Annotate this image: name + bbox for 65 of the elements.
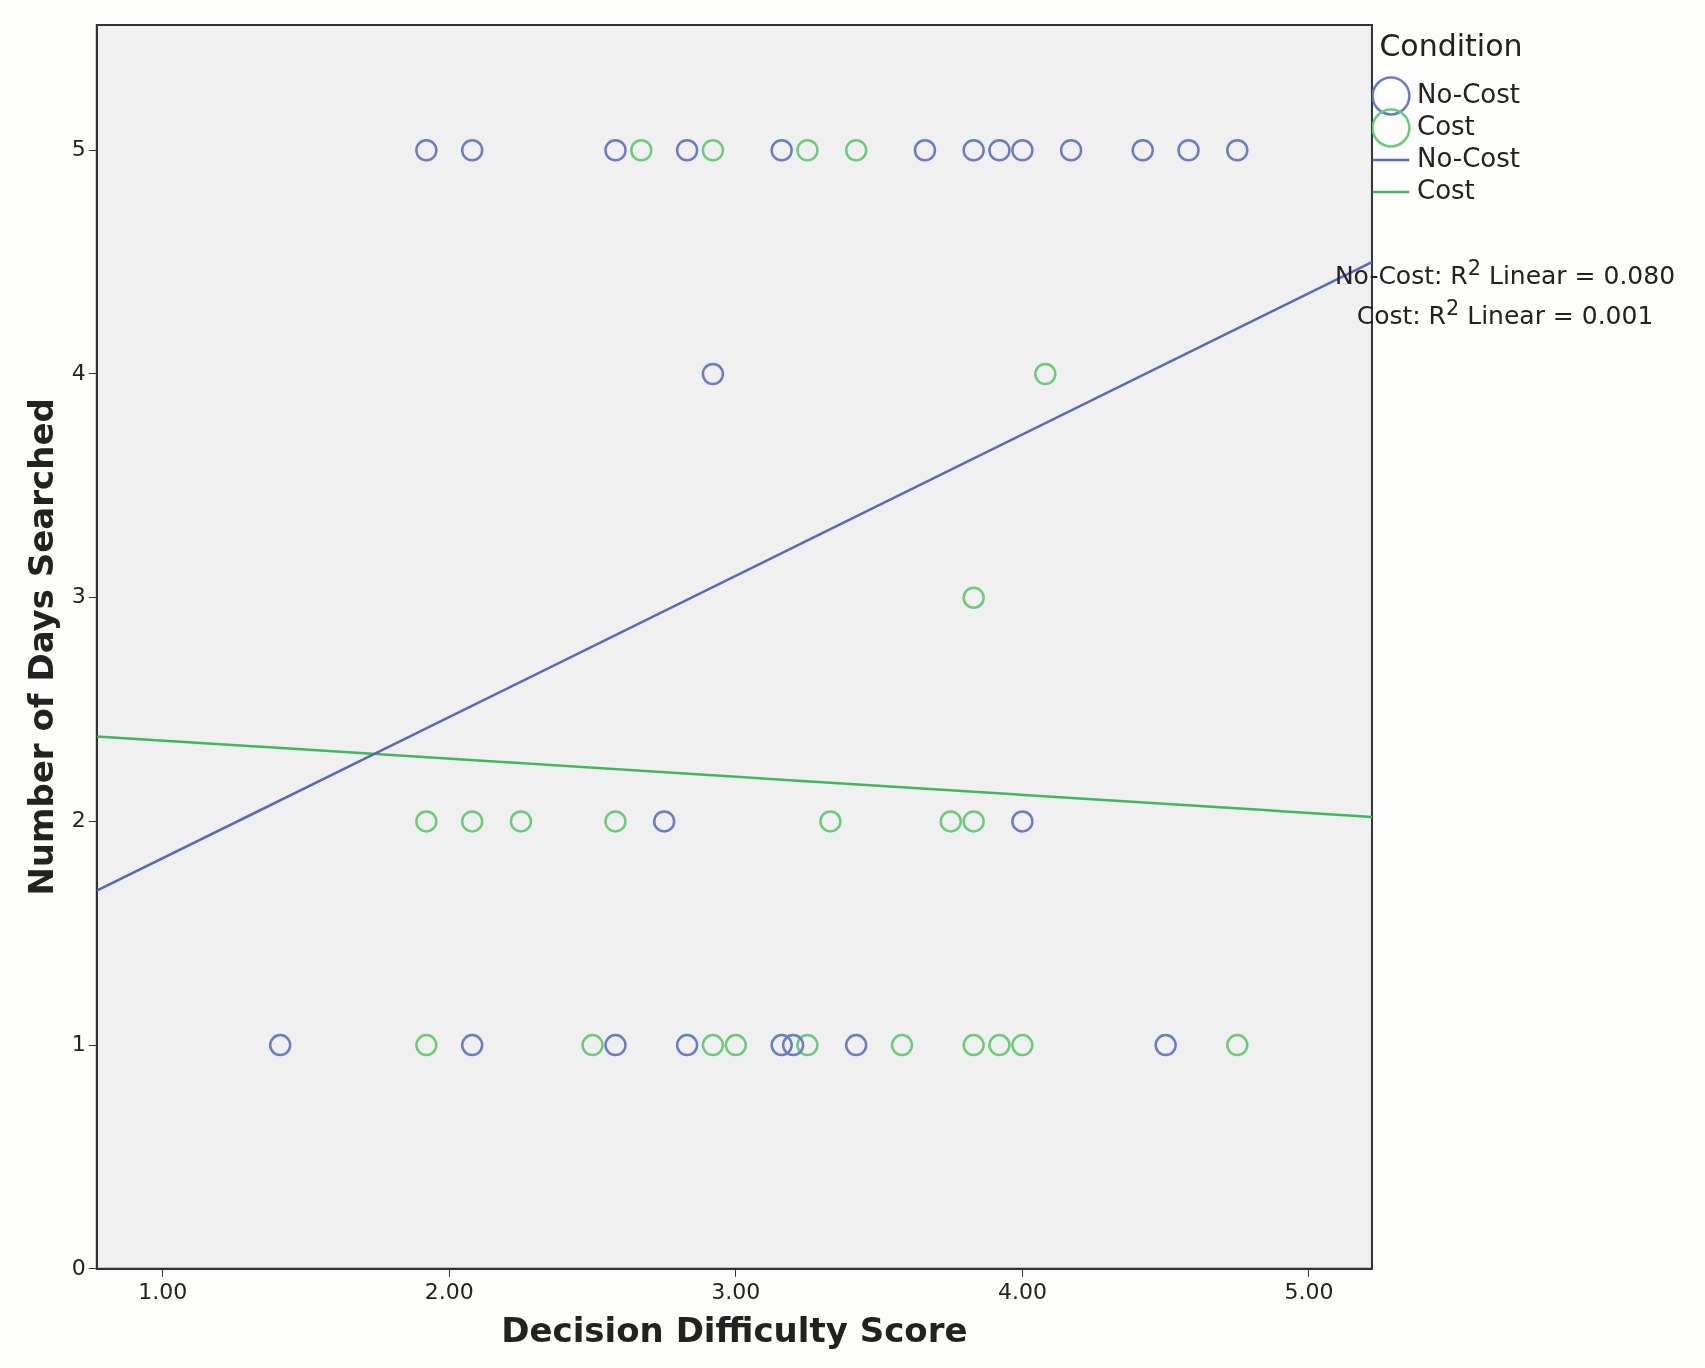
legend-label: No-Cost [1416, 78, 1521, 109]
point [701, 362, 725, 386]
x-tick-label: 5.00 [1284, 1278, 1334, 1304]
point [701, 1033, 725, 1057]
point [1034, 362, 1057, 386]
point [652, 810, 676, 833]
point [962, 586, 985, 609]
point [1154, 1033, 1177, 1057]
point [890, 1033, 914, 1057]
x-tick-label: 2.00 [424, 1278, 474, 1304]
point [460, 1033, 484, 1057]
y-tick-label: 3 [71, 583, 86, 609]
point [962, 810, 985, 833]
point [509, 810, 533, 833]
point [962, 139, 985, 162]
point [604, 1033, 627, 1057]
point [844, 139, 868, 162]
point [415, 810, 438, 833]
point [415, 139, 438, 162]
point [939, 810, 962, 833]
point [988, 1033, 1011, 1057]
point [770, 139, 793, 162]
point [581, 1033, 604, 1057]
point [796, 139, 819, 162]
legend-label: Cost [1416, 174, 1475, 205]
y-tick-label: 2 [71, 807, 86, 833]
point [724, 1033, 748, 1057]
x-tick-label: 4.00 [997, 1278, 1047, 1304]
y-tick-label: 4 [71, 359, 86, 385]
legend-label: No-Cost [1416, 142, 1521, 173]
point [460, 139, 484, 162]
point [962, 1033, 985, 1057]
point [781, 1033, 805, 1057]
point [268, 1033, 292, 1057]
point [630, 139, 653, 162]
point [675, 1033, 699, 1057]
point [1011, 139, 1034, 162]
point [1011, 1033, 1034, 1057]
point [1177, 139, 1200, 162]
point [844, 1033, 868, 1057]
point [1226, 1033, 1249, 1057]
point [675, 139, 699, 162]
x-tick-label: 1.00 [138, 1278, 188, 1304]
y-axis-title: Number of Days Searched [21, 398, 62, 896]
point [460, 810, 484, 833]
point [1226, 139, 1249, 162]
point [415, 1033, 438, 1057]
y-tick-label: 1 [71, 1030, 86, 1056]
x-axis-title: Decision Difficulty Score [501, 1310, 968, 1351]
point [701, 139, 725, 162]
y-tick-label: 5 [71, 135, 86, 161]
legend-label: Cost [1416, 110, 1475, 141]
point [1011, 810, 1034, 833]
point [1131, 139, 1154, 162]
point [819, 810, 842, 833]
point [988, 139, 1011, 162]
point [913, 139, 937, 162]
point [604, 139, 627, 162]
point [770, 1033, 793, 1057]
point [604, 810, 627, 833]
legend-title: Condition [1379, 27, 1523, 63]
x-tick-label: 3.00 [711, 1278, 761, 1304]
point [796, 1033, 819, 1057]
y-tick-label: 0 [71, 1254, 86, 1280]
point [1059, 139, 1083, 162]
